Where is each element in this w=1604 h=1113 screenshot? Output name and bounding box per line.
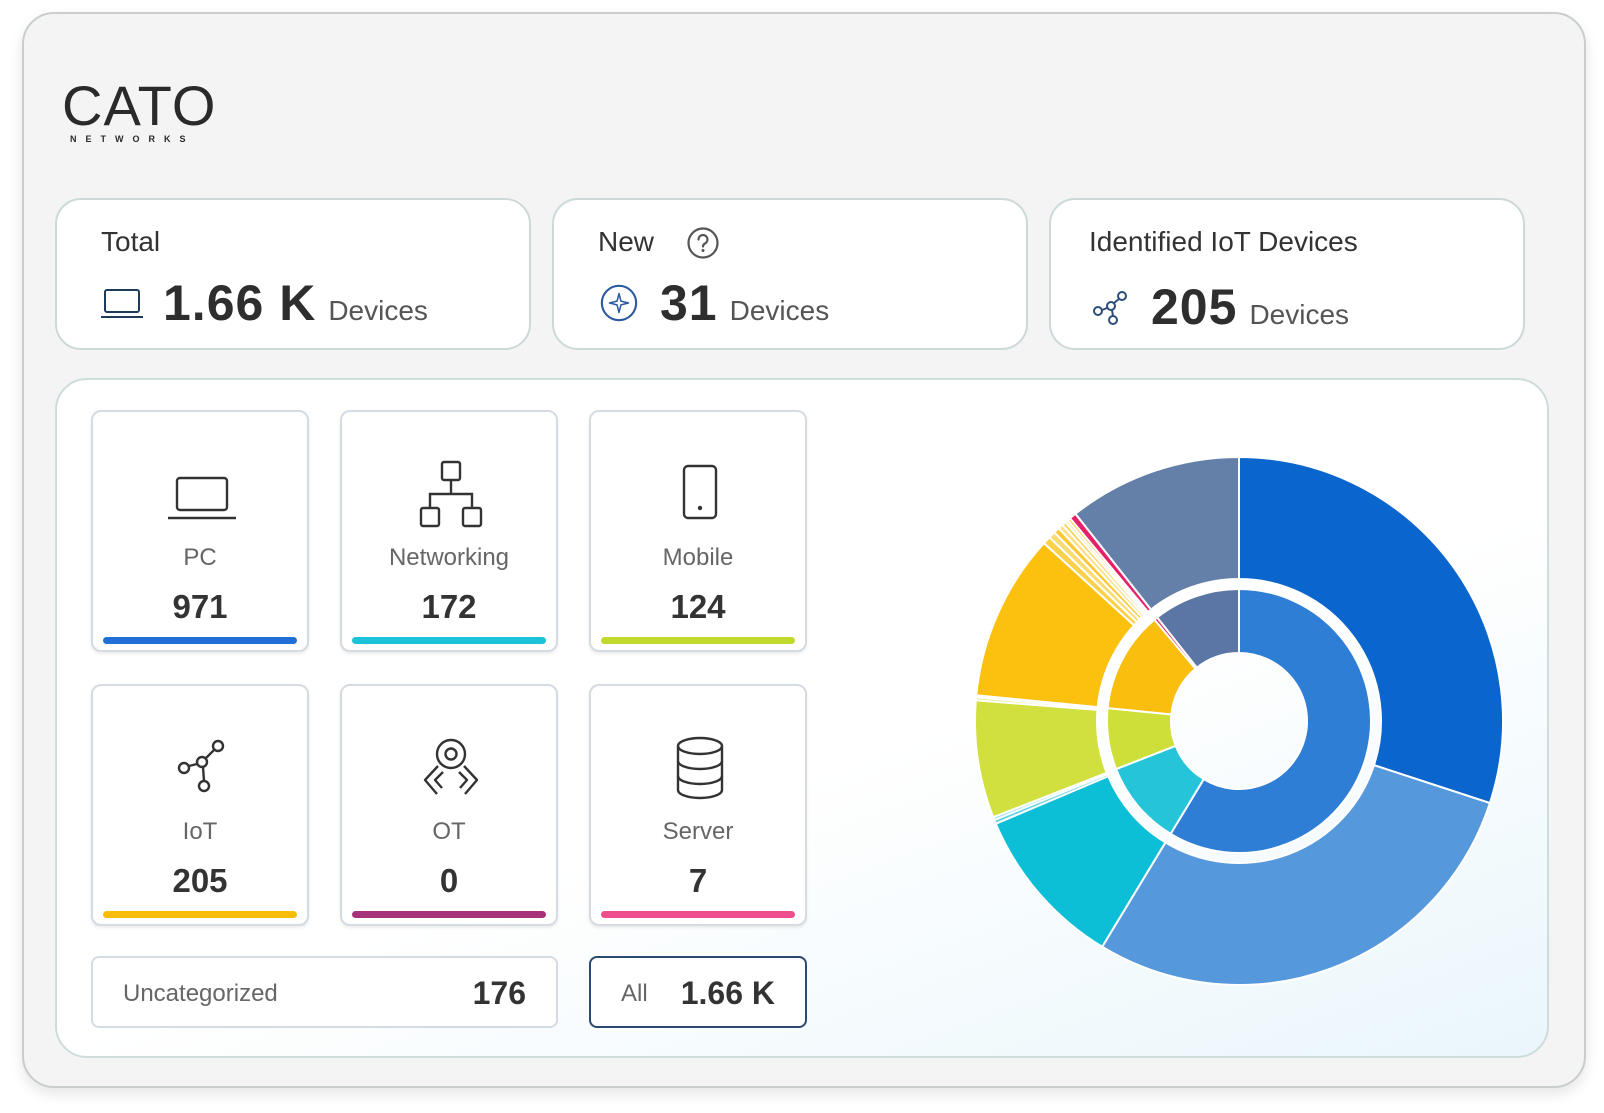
- question-circle-icon[interactable]: [686, 226, 720, 260]
- total-unit: Devices: [328, 295, 428, 326]
- logo-wordmark: CATO: [62, 74, 217, 137]
- category-label: Mobile: [662, 544, 734, 571]
- new-stat-row: 31 Devices: [598, 274, 829, 332]
- category-card-iot[interactable]: IoT 205: [91, 684, 309, 926]
- new-unit: Devices: [729, 295, 830, 326]
- outer-ring: [974, 455, 1504, 986]
- category-value: 971: [172, 588, 228, 625]
- sparkle-circle-icon: [600, 284, 638, 322]
- category-card-mobile[interactable]: Mobile 124: [589, 410, 807, 652]
- all-value: 1.66 K: [680, 975, 775, 1011]
- category-label: OT: [432, 818, 466, 845]
- total-devices-card[interactable]: Total 1.66 K Devices: [55, 198, 531, 350]
- outer-ring-segment-uncategorized[interactable]: [1074, 455, 1240, 611]
- inner-ring-segment-pc[interactable]: [1169, 587, 1372, 854]
- category-label: Server: [662, 818, 734, 845]
- all-label: All: [621, 980, 648, 1007]
- total-title: Total: [101, 226, 161, 257]
- nodes-icon: [1093, 291, 1127, 325]
- laptop-icon: [168, 476, 236, 520]
- device-sunburst-chart: [974, 455, 1504, 986]
- category-color-bar: [352, 911, 546, 918]
- category-color-bar: [103, 637, 297, 644]
- category-color-bar: [601, 911, 795, 918]
- total-value: 1.66 K: [163, 275, 317, 331]
- cato-logo: CATO NETWORKS: [62, 78, 222, 148]
- network-tree-icon: [419, 460, 483, 528]
- iot-value: 205: [1151, 279, 1238, 335]
- category-card-ot[interactable]: OT 0: [340, 684, 558, 926]
- category-card-pc[interactable]: PC 971: [91, 410, 309, 652]
- total-stat-row: 1.66 K Devices: [101, 274, 428, 332]
- category-card-networking[interactable]: Networking 172: [340, 410, 558, 652]
- database-icon: [676, 736, 724, 800]
- new-value: 31: [660, 275, 718, 331]
- uncategorized-label: Uncategorized: [123, 980, 278, 1007]
- iot-unit: Devices: [1249, 299, 1350, 330]
- iot-title: Identified IoT Devices: [1089, 226, 1358, 257]
- category-color-bar: [601, 637, 795, 644]
- category-value: 7: [688, 862, 708, 899]
- outer-ring-segment-pc[interactable]: [1238, 455, 1504, 805]
- category-value: 0: [439, 862, 459, 899]
- outer-ring-segment-pc[interactable]: [1100, 763, 1492, 986]
- all-devices-card[interactable]: All 1.66 K: [589, 956, 807, 1028]
- category-value: 205: [172, 862, 228, 899]
- inner-ring: [1106, 587, 1372, 854]
- category-label: IoT: [182, 818, 218, 845]
- category-card-server[interactable]: Server 7: [589, 684, 807, 926]
- category-label: Networking: [388, 544, 510, 571]
- category-label: PC: [183, 544, 217, 571]
- identified-iot-card[interactable]: Identified IoT Devices 205 Devices: [1049, 198, 1525, 350]
- nodes-icon: [177, 739, 225, 793]
- new-title: New: [598, 226, 655, 257]
- inner-ring-segment-uncategorized[interactable]: [1155, 587, 1240, 670]
- category-value: 124: [670, 588, 726, 625]
- laptop-icon: [101, 289, 143, 318]
- logo-subtitle: NETWORKS: [70, 134, 195, 144]
- category-value: 172: [421, 588, 477, 625]
- category-color-bar: [103, 911, 297, 918]
- uncategorized-card[interactable]: Uncategorized 176: [91, 956, 558, 1028]
- robot-arm-icon: [423, 738, 479, 795]
- mobile-phone-icon: [682, 464, 718, 520]
- new-devices-card[interactable]: New 31 Devices: [552, 198, 1028, 350]
- iot-stat-row: 205 Devices: [1089, 278, 1349, 336]
- category-color-bar: [352, 637, 546, 644]
- uncategorized-value: 176: [472, 975, 526, 1011]
